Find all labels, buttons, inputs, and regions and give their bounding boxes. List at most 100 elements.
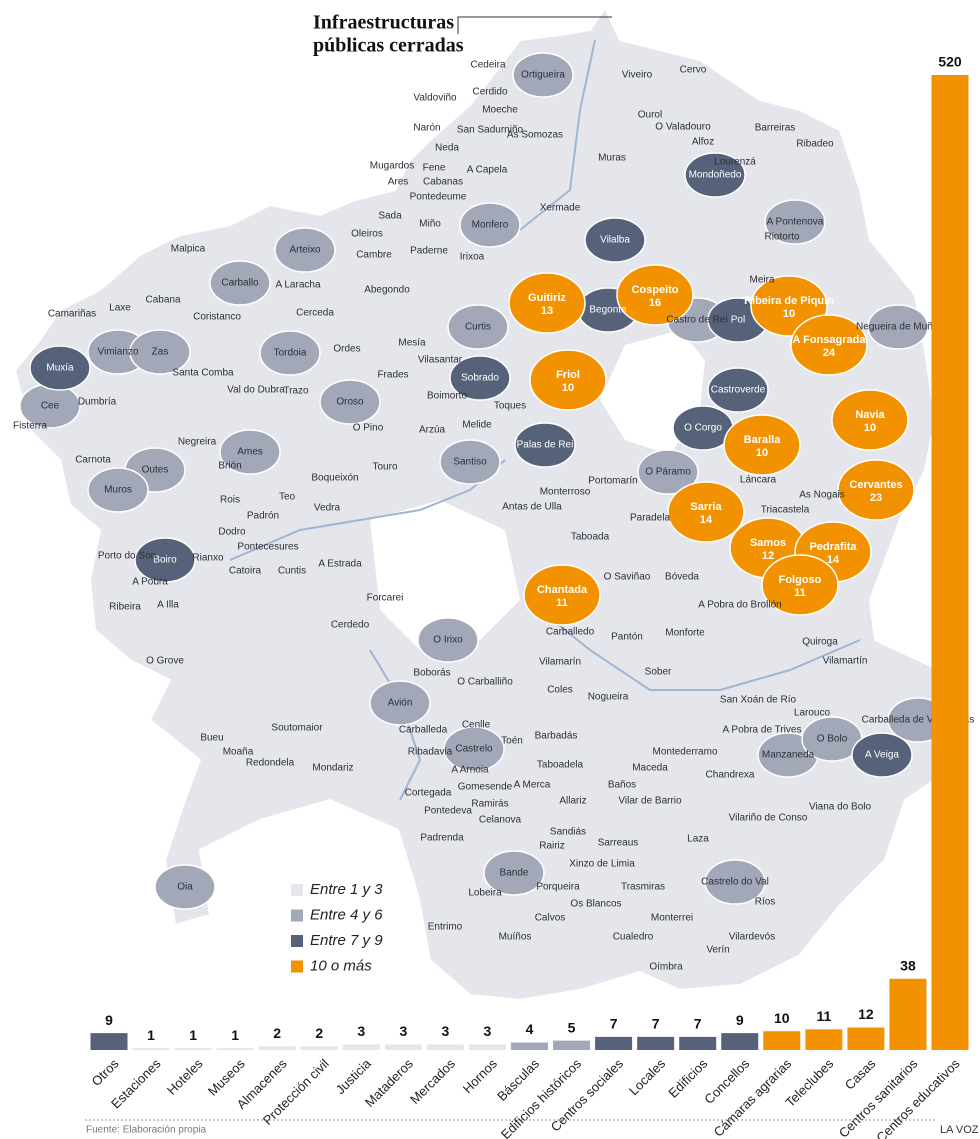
municipality-area	[637, 449, 699, 495]
bar-value: 9	[105, 1012, 113, 1028]
highlighted-name: Pedrafita	[809, 541, 857, 553]
municipality-label: Coristanco	[193, 312, 241, 323]
bar-value: 520	[938, 54, 962, 70]
municipality-label: San Xoán de Río	[720, 695, 797, 706]
municipality-label: A Pobra do Brollón	[698, 600, 781, 611]
municipality-label: Sandiás	[550, 827, 586, 838]
municipality-label: Negreira	[178, 437, 217, 448]
bar-value: 1	[189, 1027, 197, 1043]
municipality-label: Arzúa	[419, 425, 446, 436]
municipality-label: Vilasantar	[418, 355, 463, 366]
municipality-label: Bueu	[200, 733, 223, 744]
municipality-label: Avión	[388, 698, 413, 709]
bar-value: 10	[774, 1010, 790, 1026]
municipality-label: Vilariño de Conso	[729, 813, 808, 824]
bar	[511, 1042, 548, 1050]
municipality-label: Zas	[152, 347, 169, 358]
municipality-label: Arteixo	[289, 245, 321, 256]
municipality-label: Oroso	[336, 397, 364, 408]
municipality-label: Mondariz	[312, 763, 353, 774]
municipality-label: Trazo	[283, 386, 309, 397]
municipality-label: Camariñas	[48, 309, 96, 320]
bar	[258, 1046, 296, 1050]
bar	[300, 1046, 338, 1050]
municipality-label: Mesía	[398, 338, 426, 349]
municipality-label: Bande	[500, 868, 529, 879]
highlighted-value: 11	[556, 597, 568, 609]
bar-category: Centros sanitarios	[836, 1056, 921, 1139]
highlighted-area	[667, 481, 745, 543]
highlighted-name: A Fonsagrada	[793, 334, 867, 346]
legend-label: Entre 1 y 3	[310, 881, 383, 898]
municipality-label: Narón	[413, 123, 440, 134]
municipality-area	[514, 422, 576, 468]
municipality-label: Monforte	[665, 628, 705, 639]
municipality-label: Taboadela	[537, 760, 584, 771]
municipality-label: Lourenzá	[714, 157, 756, 168]
bar	[90, 1033, 128, 1050]
municipality-label: O Grove	[146, 656, 184, 667]
municipality-label: Riotorto	[764, 232, 799, 243]
municipality-label: Toques	[494, 401, 526, 412]
highlighted-area	[837, 459, 915, 521]
municipality-label: Val do Dubra	[227, 385, 285, 396]
highlighted-value: 10	[864, 422, 876, 434]
highlighted-name: Chantada	[537, 584, 588, 596]
legend-label: Entre 7 y 9	[310, 932, 383, 949]
municipality-label: Bóveda	[665, 572, 699, 583]
municipality-label: A Pobra	[132, 577, 168, 588]
bar-value: 11	[816, 1008, 831, 1024]
bar	[468, 1044, 506, 1050]
bar-category: Casas	[842, 1056, 879, 1093]
municipality-area	[274, 227, 336, 273]
province-border	[229, 39, 861, 801]
municipality-label: A Veiga	[865, 750, 899, 761]
municipality-label: Cervo	[680, 65, 707, 76]
bar-value: 3	[357, 1023, 365, 1039]
municipality-label: Cedeira	[470, 60, 505, 71]
municipality-label: Brión	[218, 461, 241, 472]
municipality-label: Mugardos	[370, 161, 414, 172]
municipality-label: Dodro	[218, 527, 246, 538]
municipality-label: Vimianzo	[98, 347, 139, 358]
municipality-label: Entrimo	[428, 922, 463, 933]
highlighted-value: 11	[794, 587, 806, 599]
highlighted-value: 14	[700, 514, 713, 526]
legend-label: Entre 4 y 6	[310, 906, 383, 923]
municipality-label: Montederramo	[652, 747, 717, 758]
municipality-label: Cualedro	[613, 932, 654, 943]
municipality-label: Barreiras	[755, 123, 796, 134]
bar-value: 1	[231, 1027, 239, 1043]
highlighted-value: 12	[762, 550, 774, 562]
highlighted-area	[723, 414, 801, 476]
municipality-label: Antas de Ulla	[502, 502, 562, 513]
municipality-label: Verín	[706, 945, 729, 956]
municipality-label: Sada	[378, 211, 402, 222]
municipality-label: Teo	[279, 492, 296, 503]
municipality-label: Outes	[142, 465, 169, 476]
title-line: Infraestructuras	[313, 12, 454, 34]
municipality-area	[129, 329, 191, 375]
highlighted-name: Folgoso	[779, 574, 822, 586]
municipality-label: Miño	[419, 219, 441, 230]
municipality-area	[449, 355, 511, 401]
highlighted-name: Cervantes	[849, 479, 902, 491]
municipality-label: Fisterra	[13, 421, 47, 432]
municipality-label: Santiso	[453, 457, 487, 468]
highlighted-value: 16	[649, 297, 661, 309]
municipality-label: Vilardevós	[729, 932, 776, 943]
municipality-label: Laza	[687, 834, 709, 845]
highlighted-name: Guitiriz	[528, 292, 566, 304]
bar-value: 2	[315, 1025, 323, 1041]
municipality-label: Sarreaus	[598, 838, 639, 849]
municipality-label: Castrelo	[455, 744, 493, 755]
municipality-label: Rairiz	[539, 841, 565, 852]
municipality-label: Pontecesures	[237, 542, 298, 553]
municipality-label: Celanova	[479, 815, 522, 826]
municipality-label: Allariz	[559, 796, 586, 807]
bar	[805, 1029, 843, 1050]
municipality-label: Mondoñedo	[689, 170, 742, 181]
title-rule	[457, 16, 612, 34]
municipality-label: Triacastela	[761, 505, 810, 516]
municipality-area	[319, 379, 381, 425]
